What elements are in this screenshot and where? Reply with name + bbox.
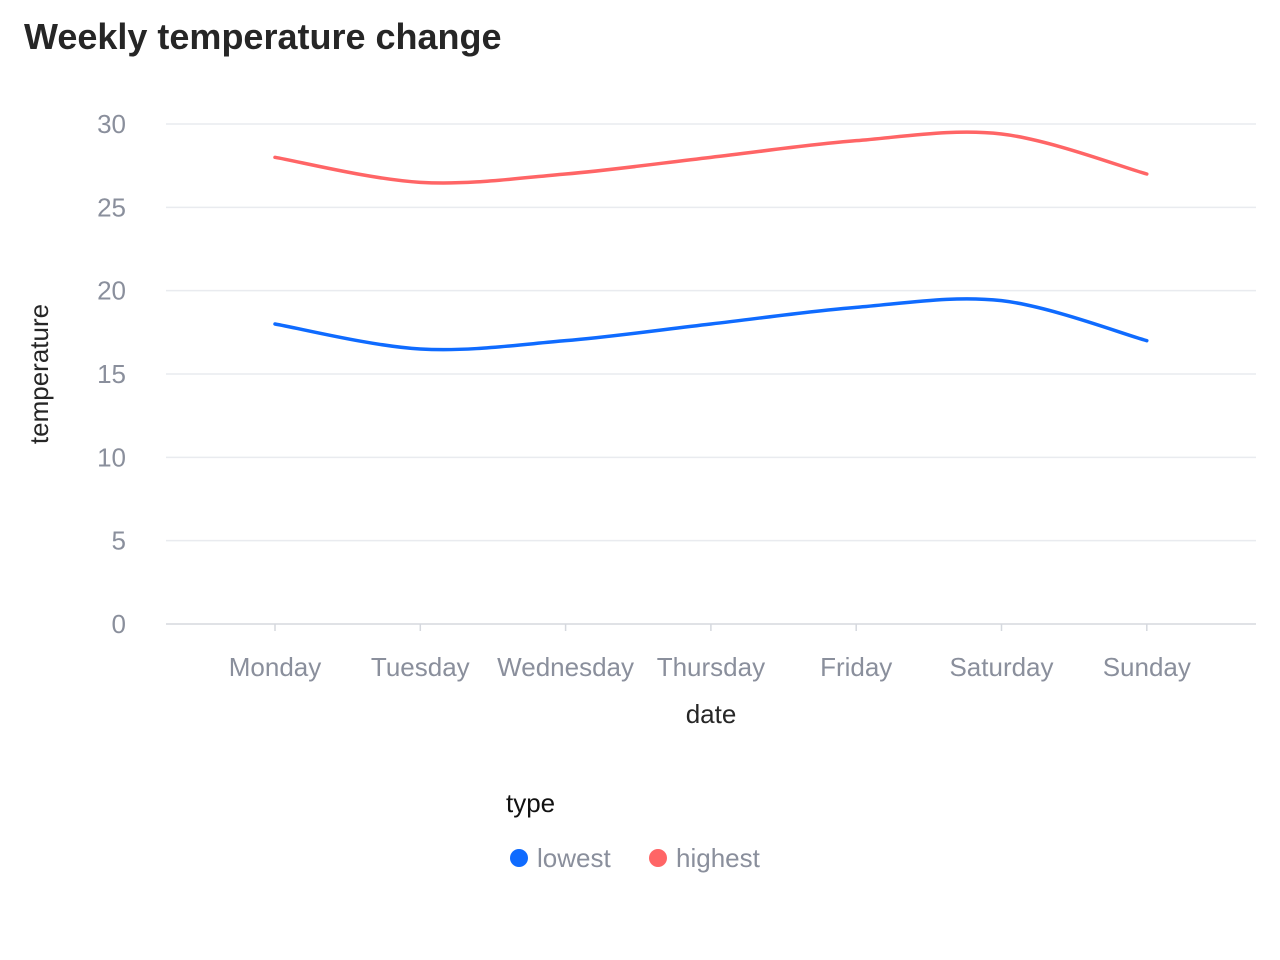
y-tick-label: 10 (97, 442, 126, 472)
y-tick-label: 25 (97, 192, 126, 222)
legend-marker (649, 849, 667, 867)
x-tick-label: Friday (820, 652, 892, 682)
legend-label: highest (676, 843, 761, 873)
y-axis-title: temperature (24, 304, 54, 444)
x-axis-title: date (686, 699, 737, 729)
y-tick-label: 30 (97, 109, 126, 139)
x-tick-label: Thursday (657, 652, 765, 682)
legend-title: type (506, 788, 555, 818)
x-tick-label: Wednesday (497, 652, 634, 682)
chart-title: Weekly temperature change (24, 16, 502, 57)
series-lines (273, 130, 1149, 352)
y-tick-label: 5 (112, 526, 126, 556)
legend-marker (510, 849, 528, 867)
x-tick-label: Sunday (1103, 652, 1191, 682)
y-axis: 0 5 10 15 20 25 30 (97, 109, 126, 639)
legend-item-highest: highest (649, 843, 761, 873)
y-tick-label: 0 (112, 609, 126, 639)
y-tick-label: 15 (97, 359, 126, 389)
legend-item-lowest: lowest (510, 843, 611, 873)
x-tick-label: Saturday (949, 652, 1053, 682)
x-tick-label: Tuesday (371, 652, 470, 682)
series-line-lowest (273, 297, 1149, 352)
series-line-highest (273, 130, 1149, 185)
legend: type lowest highest (506, 788, 761, 873)
legend-label: lowest (537, 843, 611, 873)
grid-lines (166, 123, 1256, 542)
y-tick-label: 20 (97, 276, 126, 306)
x-axis: Monday Tuesday Wednesday Thursday Friday Satu… (166, 623, 1256, 682)
x-tick-label: Monday (229, 652, 322, 682)
